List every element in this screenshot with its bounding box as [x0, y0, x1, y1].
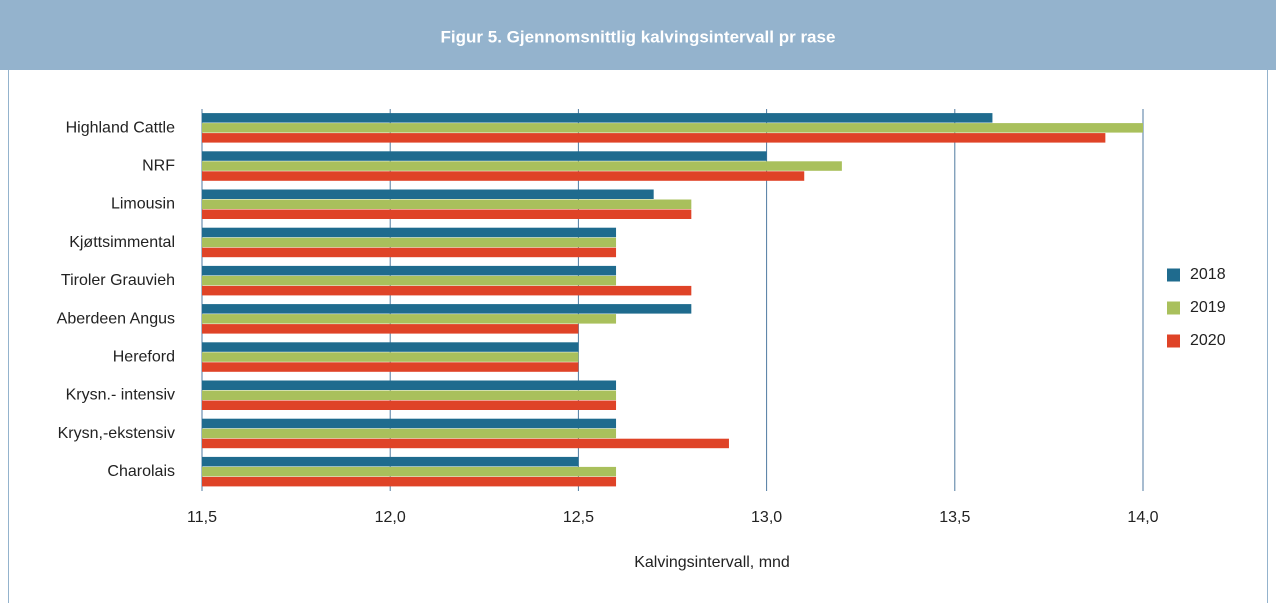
y-tick-label: Charolais — [107, 463, 175, 480]
bar — [202, 466, 617, 477]
y-tick-label: NRF — [142, 158, 175, 175]
x-axis-label: Kalvingsintervall, mnd — [634, 554, 790, 571]
legend-swatch — [1167, 268, 1180, 282]
y-tick-label: Krysn,-ekstensiv — [58, 425, 175, 442]
bar — [202, 428, 617, 439]
bar — [202, 400, 617, 410]
legend-label: 2018 — [1190, 266, 1226, 283]
bar — [202, 476, 617, 487]
bar — [202, 275, 617, 286]
y-tick-label: Limousin — [111, 196, 175, 213]
bar — [202, 380, 617, 390]
y-tick-label: Hereford — [113, 349, 175, 366]
x-tick-label: 11,5 — [187, 509, 217, 526]
bar — [202, 247, 617, 258]
y-tick-label: Aberdeen Angus — [57, 310, 175, 327]
legend-label: 2019 — [1190, 299, 1226, 316]
legend-label: 2020 — [1190, 332, 1226, 349]
bar — [202, 418, 617, 429]
bar — [202, 171, 805, 181]
bar — [202, 123, 1143, 133]
bar — [202, 209, 692, 219]
bar — [202, 362, 579, 372]
chart-title: Figur 5. Gjennomsnittlig kalvingsinterva… — [441, 27, 836, 46]
bar — [202, 285, 692, 296]
bar — [202, 456, 579, 467]
bar — [202, 189, 654, 199]
bar — [202, 342, 579, 352]
bar — [202, 390, 617, 400]
bar — [202, 438, 729, 449]
y-tick-label: Krysn.- intensiv — [66, 387, 175, 404]
bar — [202, 352, 579, 362]
y-tick-label: Tiroler Grauvieh — [61, 272, 175, 289]
legend-swatch — [1167, 301, 1180, 315]
legend-swatch — [1167, 334, 1180, 348]
bar — [202, 324, 579, 334]
bar — [202, 227, 617, 238]
y-tick-label: Highland Cattle — [66, 119, 176, 136]
bar — [202, 199, 692, 209]
bar — [202, 314, 617, 324]
bar — [202, 237, 617, 248]
y-tick-label: Kjøttsimmental — [69, 234, 175, 251]
x-tick-label: 13,5 — [939, 509, 970, 526]
x-tick-label: 13,0 — [751, 509, 782, 526]
bar — [202, 113, 993, 123]
bar — [202, 133, 1106, 143]
bar — [202, 304, 692, 314]
bar — [202, 265, 617, 276]
x-tick-label: 14,0 — [1127, 509, 1158, 526]
header-band — [0, 0, 1276, 70]
bar — [202, 161, 842, 171]
x-tick-label: 12,5 — [563, 509, 594, 526]
x-tick-label: 12,0 — [375, 509, 406, 526]
bar — [202, 151, 767, 161]
